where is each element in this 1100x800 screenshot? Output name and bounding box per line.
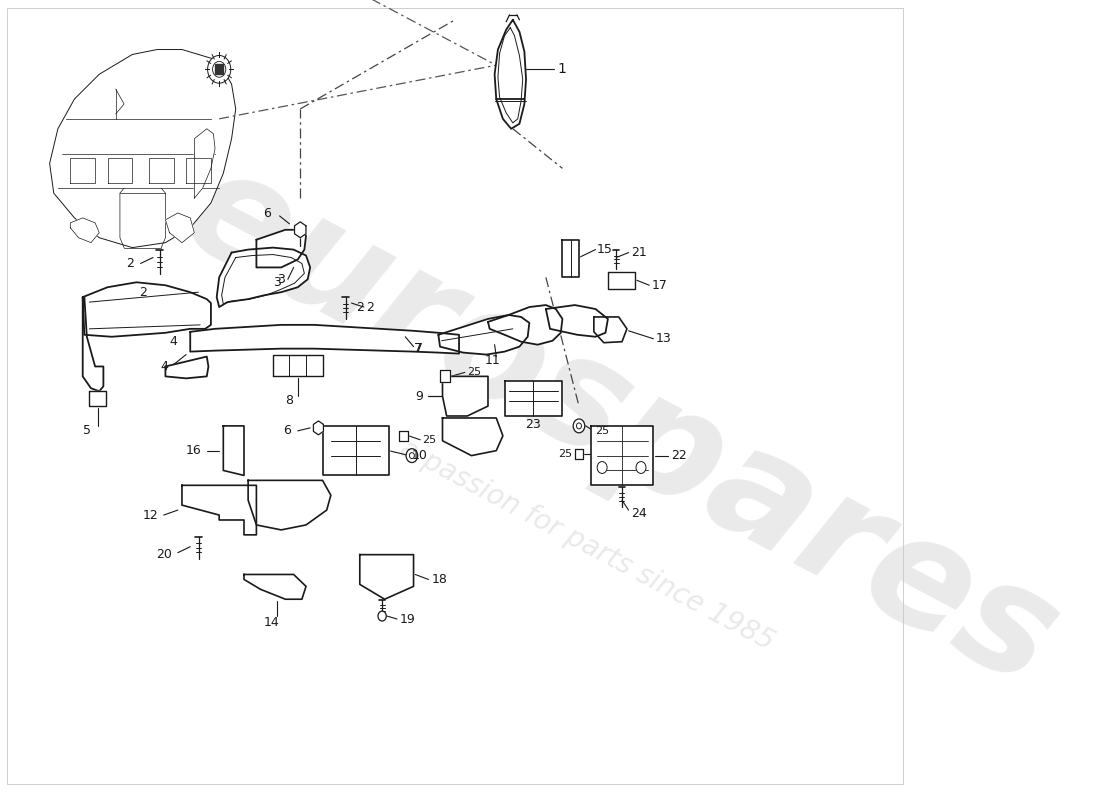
- Polygon shape: [165, 213, 195, 242]
- Polygon shape: [442, 376, 488, 416]
- Polygon shape: [195, 129, 214, 198]
- Circle shape: [573, 419, 585, 433]
- Text: 1: 1: [558, 62, 566, 76]
- Polygon shape: [50, 50, 235, 248]
- Polygon shape: [89, 391, 106, 406]
- Polygon shape: [440, 370, 450, 382]
- Polygon shape: [244, 574, 306, 599]
- Text: 4: 4: [160, 360, 168, 373]
- Polygon shape: [82, 282, 211, 337]
- Text: 10: 10: [411, 449, 428, 462]
- Text: 18: 18: [431, 573, 448, 586]
- Text: 2: 2: [140, 286, 147, 298]
- Polygon shape: [360, 554, 414, 599]
- Polygon shape: [439, 315, 529, 354]
- Polygon shape: [70, 218, 99, 242]
- Polygon shape: [217, 248, 310, 307]
- Text: 4: 4: [169, 335, 177, 348]
- Text: 2: 2: [366, 301, 374, 314]
- Circle shape: [409, 453, 415, 458]
- Text: 25: 25: [468, 367, 482, 378]
- Polygon shape: [399, 431, 408, 441]
- Text: 16: 16: [185, 444, 201, 457]
- Polygon shape: [273, 354, 322, 376]
- Text: 7: 7: [415, 342, 424, 355]
- Polygon shape: [214, 64, 223, 74]
- Text: 23: 23: [526, 418, 541, 431]
- Text: 21: 21: [631, 246, 647, 259]
- Polygon shape: [186, 158, 211, 183]
- Text: 15: 15: [597, 243, 613, 256]
- Polygon shape: [592, 426, 653, 486]
- Text: 25: 25: [595, 426, 609, 436]
- Text: 9: 9: [416, 390, 424, 402]
- Text: 3: 3: [277, 273, 285, 286]
- Polygon shape: [575, 449, 583, 458]
- Text: 6: 6: [263, 207, 272, 221]
- Circle shape: [576, 423, 582, 429]
- Polygon shape: [223, 426, 244, 475]
- Circle shape: [406, 449, 418, 462]
- Circle shape: [636, 462, 646, 474]
- Polygon shape: [322, 426, 388, 475]
- Polygon shape: [442, 418, 503, 456]
- Polygon shape: [546, 305, 608, 337]
- Polygon shape: [488, 305, 562, 345]
- Polygon shape: [190, 325, 459, 354]
- Circle shape: [212, 62, 226, 78]
- Polygon shape: [505, 382, 562, 416]
- Polygon shape: [608, 272, 635, 290]
- Text: 3: 3: [273, 276, 282, 289]
- Text: eurospares: eurospares: [158, 134, 1081, 718]
- Polygon shape: [70, 158, 95, 183]
- Polygon shape: [495, 20, 526, 129]
- Text: 6: 6: [284, 424, 292, 438]
- Polygon shape: [165, 357, 208, 378]
- Polygon shape: [314, 421, 323, 435]
- Text: 5: 5: [82, 424, 91, 438]
- Text: 19: 19: [399, 613, 415, 626]
- Polygon shape: [82, 297, 103, 391]
- Polygon shape: [562, 240, 579, 278]
- Text: 17: 17: [652, 278, 668, 292]
- Polygon shape: [249, 480, 331, 530]
- Circle shape: [378, 611, 386, 621]
- Text: 25: 25: [421, 434, 436, 445]
- Text: 2: 2: [126, 257, 134, 270]
- Text: a passion for parts since 1985: a passion for parts since 1985: [395, 434, 779, 656]
- Circle shape: [208, 55, 231, 83]
- Text: 24: 24: [631, 506, 647, 519]
- Text: 13: 13: [656, 332, 672, 346]
- Polygon shape: [148, 158, 174, 183]
- Polygon shape: [108, 158, 132, 183]
- Text: 14: 14: [263, 615, 279, 629]
- Text: 7: 7: [414, 342, 421, 355]
- Polygon shape: [594, 317, 627, 342]
- Polygon shape: [295, 222, 306, 238]
- Polygon shape: [182, 486, 256, 535]
- Text: 8: 8: [286, 394, 294, 406]
- Circle shape: [597, 462, 607, 474]
- Text: 12: 12: [143, 509, 158, 522]
- Text: 2: 2: [355, 301, 363, 314]
- Text: 20: 20: [156, 548, 172, 561]
- Text: 11: 11: [484, 354, 500, 367]
- Text: 22: 22: [672, 449, 688, 462]
- Text: 25: 25: [558, 449, 572, 458]
- Polygon shape: [256, 230, 306, 267]
